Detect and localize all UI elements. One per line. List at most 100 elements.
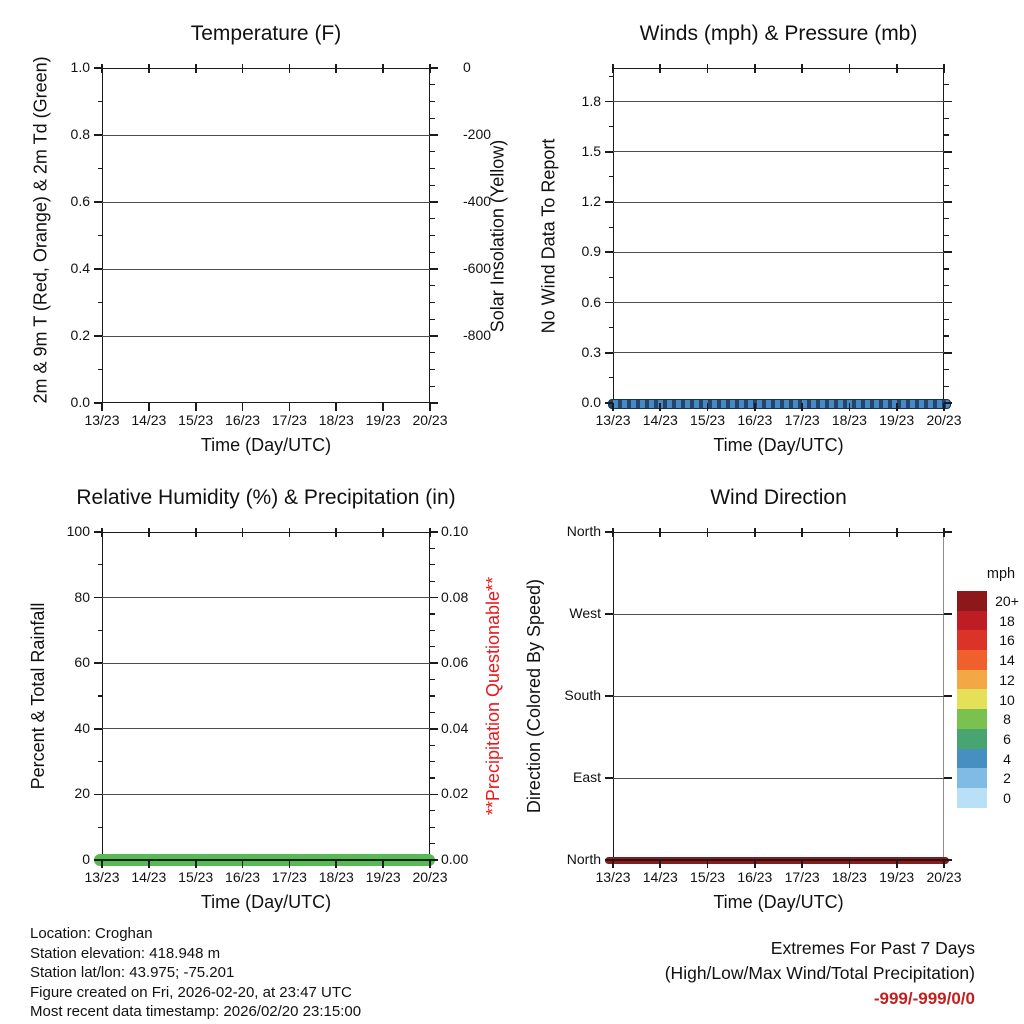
x-tick-label: 13/23: [595, 412, 631, 428]
panel-title: Wind Direction: [710, 486, 847, 509]
y-minor-tick: [430, 613, 435, 615]
legend-label: 20+: [995, 593, 1019, 609]
y-tick-label: 0.4: [70, 260, 90, 276]
y-tick: [944, 100, 952, 103]
y-tick-label: East: [572, 769, 601, 785]
x-tick: [895, 63, 898, 73]
y-tick: [430, 134, 438, 136]
legend-label: 6: [1003, 730, 1011, 747]
y-minor-tick: [97, 368, 102, 371]
y-minor-tick: [430, 368, 435, 371]
most-recent-data-timestamp: Most recent data timestamp: 2026/02/20 2…: [30, 1003, 362, 1021]
y-minor-tick: [608, 327, 613, 329]
x-tick-label: 20/23: [412, 412, 448, 428]
legend-swatch: [957, 728, 987, 749]
station-info: Location: Croghan Station elevation: 418…: [30, 924, 361, 1022]
y-tick: [430, 268, 438, 270]
y-tick-label: North: [566, 523, 601, 539]
x-tick: [801, 63, 803, 73]
x-tick: [848, 527, 851, 537]
x-tick: [943, 403, 945, 411]
y-tick-label: 0.00: [441, 851, 469, 867]
x-tick: [706, 527, 709, 537]
y-tick-label: 1.2: [581, 193, 601, 209]
y-tick: [430, 662, 438, 664]
y-tick-label: 0: [463, 59, 471, 75]
y-tick: [430, 859, 438, 861]
x-tick: [659, 403, 662, 411]
y-minor-tick: [430, 84, 435, 86]
y-tick: [94, 793, 102, 796]
y-minor-tick: [430, 352, 435, 354]
x-tick: [241, 860, 244, 868]
y-tick: [605, 695, 613, 697]
y-tick-label: 0.06: [441, 654, 469, 671]
x-tick: [241, 527, 244, 537]
y-minor-tick: [430, 629, 435, 631]
x-tick: [335, 63, 338, 73]
y-tick: [605, 402, 613, 404]
y-tick-label: 0.08: [441, 588, 469, 605]
y-tick: [430, 596, 438, 599]
x-tick: [754, 860, 756, 868]
y-tick: [605, 301, 613, 304]
y-tick-label: North: [566, 851, 601, 867]
y-tick-label: South: [564, 687, 601, 703]
y-tick-label: 0.6: [581, 293, 601, 310]
legend-label: 12: [999, 671, 1015, 688]
x-tick: [101, 860, 103, 868]
y-tick: [605, 201, 613, 203]
x-tick: [429, 527, 431, 537]
x-tick: [429, 860, 431, 868]
panel-humidity-precipitation: 13/23 14/23 15/23 16/23 17/23 18/23 19/23 20/23…: [28, 486, 503, 912]
x-tick: [612, 63, 614, 73]
y-minor-tick: [944, 368, 949, 371]
x-tick: [288, 403, 291, 411]
gridline: [102, 662, 430, 664]
gridline: [613, 151, 944, 153]
y-minor-tick: [430, 184, 435, 186]
y-minor-tick: [430, 301, 435, 304]
y-tick-label: 100: [66, 523, 90, 539]
x-tick-label: 15/23: [178, 869, 214, 885]
x-tick: [943, 63, 945, 73]
y-minor-tick: [944, 184, 949, 186]
y-tick: [944, 150, 952, 153]
x-tick: [612, 403, 614, 411]
legend-swatch: [957, 709, 987, 729]
y-tick-label: 80: [74, 588, 90, 605]
gridline: [613, 613, 944, 615]
y-minor-tick: [97, 564, 102, 566]
legend-swatch: [957, 630, 987, 651]
x-tick-label: 16/23: [225, 412, 261, 428]
y-tick-label: 0.10: [441, 523, 469, 539]
y-minor-tick: [97, 695, 102, 697]
x-tick: [801, 527, 803, 537]
y-tick: [94, 67, 102, 69]
x-tick: [895, 403, 898, 411]
x-tick: [335, 860, 338, 868]
legend-unit-label: mph: [986, 566, 1016, 582]
y-axis-label-left: Percent & Total Rainfall: [28, 602, 48, 790]
x-tick: [288, 860, 291, 868]
extremes-title: Extremes For Past 7 Days: [770, 938, 975, 958]
x-axis-label: Time (Day/UTC): [200, 435, 332, 455]
gridline: [102, 793, 430, 795]
x-tick-label: 16/23: [737, 869, 773, 885]
legend-colorbar: [957, 591, 987, 808]
y-tick-label: 1.5: [581, 142, 601, 159]
station-latlon: Station lat/lon: 43.975; -75.201: [30, 964, 235, 982]
x-tick-label: 16/23: [737, 412, 773, 428]
y-tick-label: 1.8: [581, 92, 601, 109]
gridline: [102, 134, 430, 136]
x-tick-label: 17/23: [784, 412, 820, 428]
y-minor-tick: [944, 167, 949, 170]
y-tick-label: 0.0: [70, 394, 90, 410]
legend-swatch: [957, 689, 987, 710]
x-tick-label: 14/23: [642, 869, 678, 885]
x-tick: [101, 63, 103, 73]
x-tick-label: 18/23: [831, 412, 867, 428]
panel-winds-pressure: 13/23 14/23 15/23 16/23 17/23 18/23 19/23 20/23…: [538, 22, 962, 455]
x-tick-label: 18/23: [831, 869, 867, 885]
y-tick-label: 0.9: [581, 243, 601, 260]
